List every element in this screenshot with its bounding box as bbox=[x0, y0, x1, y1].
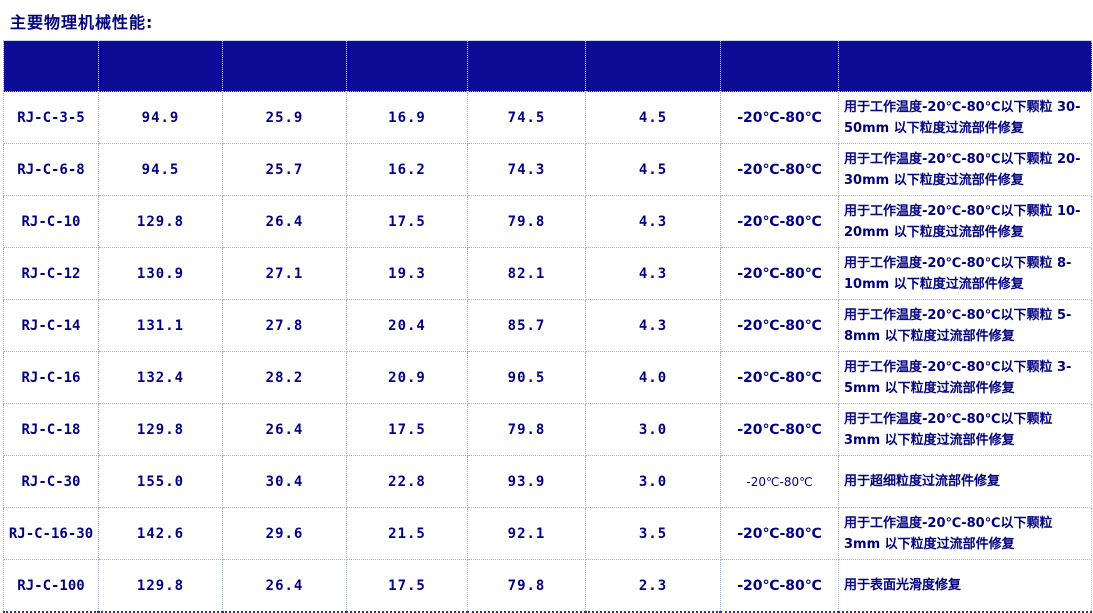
value-cell: 90.5 bbox=[467, 351, 586, 404]
value-cell: 155.0 bbox=[98, 455, 223, 508]
model-cell: RJ-C-14 bbox=[3, 299, 99, 352]
value-cell: 82.1 bbox=[467, 247, 586, 300]
value-cell: 93.9 bbox=[467, 455, 586, 508]
temperature-cell: -20℃-80℃ bbox=[720, 299, 839, 352]
value-cell: 129.8 bbox=[98, 403, 223, 456]
value-cell: 30.4 bbox=[222, 455, 347, 508]
temperature-cell: -20℃-80℃ bbox=[720, 351, 839, 404]
description-cell: 用于工作温度-20℃-80℃以下颗粒 10-20mm 以下粒度过流部件修复 bbox=[838, 195, 1092, 248]
value-cell: 79.8 bbox=[467, 195, 586, 248]
value-cell: 25.9 bbox=[222, 91, 347, 144]
table-row: RJ-C-16 132.4 28.2 20.9 90.5 4.0 -20℃-80℃ 用于工作温… bbox=[3, 351, 1092, 404]
value-cell: 4.0 bbox=[585, 351, 721, 404]
temperature-cell: -20℃-80℃ bbox=[720, 455, 839, 508]
description-cell: 用于工作温度-20℃-80℃以下颗粒 8-10mm 以下粒度过流部件修复 bbox=[838, 247, 1092, 300]
value-cell: 4.5 bbox=[585, 91, 721, 144]
value-cell: 74.3 bbox=[467, 143, 586, 196]
value-cell: 3.0 bbox=[585, 403, 721, 456]
temperature-cell: -20℃-80℃ bbox=[720, 507, 839, 560]
value-cell: 28.2 bbox=[222, 351, 347, 404]
value-cell: 29.6 bbox=[222, 507, 347, 560]
table-row: RJ-C-12 130.9 27.1 19.3 82.1 4.3 -20℃-80℃ 用于工作温… bbox=[3, 247, 1092, 300]
table-row: RJ-C-30 155.0 30.4 22.8 93.9 3.0 -20℃-80℃ 用于超细粒… bbox=[3, 455, 1092, 508]
page-title: 主要物理机械性能: bbox=[10, 13, 154, 32]
model-cell: RJ-C-6-8 bbox=[3, 143, 99, 196]
table-row: RJ-C-16-30 142.6 29.6 21.5 92.1 3.5 -20℃-80℃ 用于… bbox=[3, 507, 1092, 560]
value-cell: 20.4 bbox=[346, 299, 468, 352]
temperature-cell: -20℃-80℃ bbox=[720, 143, 839, 196]
value-cell: 19.3 bbox=[346, 247, 468, 300]
value-cell: 94.5 bbox=[98, 143, 223, 196]
value-cell: 94.9 bbox=[98, 91, 223, 144]
header-cell bbox=[222, 40, 347, 92]
value-cell: 4.3 bbox=[585, 195, 721, 248]
value-cell: 16.9 bbox=[346, 91, 468, 144]
model-cell: RJ-C-10 bbox=[3, 195, 99, 248]
value-cell: 27.1 bbox=[222, 247, 347, 300]
value-cell: 25.7 bbox=[222, 143, 347, 196]
value-cell: 142.6 bbox=[98, 507, 223, 560]
model-cell: RJ-C-16 bbox=[3, 351, 99, 404]
table-row: RJ-C-6-8 94.5 25.7 16.2 74.3 4.5 -20℃-80℃ 用于工作温… bbox=[3, 143, 1092, 196]
value-cell: 131.1 bbox=[98, 299, 223, 352]
value-cell: 3.5 bbox=[585, 507, 721, 560]
header-cell bbox=[467, 40, 586, 92]
header-cell bbox=[838, 40, 1092, 92]
value-cell: 130.9 bbox=[98, 247, 223, 300]
table-header-row bbox=[3, 40, 1092, 92]
value-cell: 27.8 bbox=[222, 299, 347, 352]
value-cell: 17.5 bbox=[346, 195, 468, 248]
properties-table: RJ-C-3-5 94.9 25.9 16.9 74.5 4.5 -20℃-80℃ 用于工作温… bbox=[3, 40, 1092, 613]
value-cell: 22.8 bbox=[346, 455, 468, 508]
model-cell: RJ-C-16-30 bbox=[3, 507, 99, 560]
temperature-cell: -20℃-80℃ bbox=[720, 91, 839, 144]
table-row: RJ-C-18 129.8 26.4 17.5 79.8 3.0 -20℃-80℃ 用于工作温… bbox=[3, 403, 1092, 456]
temperature-cell: -20℃-80℃ bbox=[720, 195, 839, 248]
table-row: RJ-C-3-5 94.9 25.9 16.9 74.5 4.5 -20℃-80℃ 用于工作温… bbox=[3, 91, 1092, 144]
header-cell bbox=[3, 40, 99, 92]
value-cell: 4.5 bbox=[585, 143, 721, 196]
header-cell bbox=[585, 40, 721, 92]
value-cell: 132.4 bbox=[98, 351, 223, 404]
value-cell: 4.3 bbox=[585, 299, 721, 352]
model-cell: RJ-C-30 bbox=[3, 455, 99, 508]
value-cell: 92.1 bbox=[467, 507, 586, 560]
description-cell: 用于工作温度-20℃-80℃以下颗粒 3mm 以下粒度过流部件修复 bbox=[838, 507, 1092, 560]
value-cell: 74.5 bbox=[467, 91, 586, 144]
temperature-cell: -20℃-80℃ bbox=[720, 247, 839, 300]
value-cell: 20.9 bbox=[346, 351, 468, 404]
model-cell: RJ-C-3-5 bbox=[3, 91, 99, 144]
description-cell: 用于超细粒度过流部件修复 bbox=[838, 455, 1092, 508]
model-cell: RJ-C-18 bbox=[3, 403, 99, 456]
header-cell bbox=[346, 40, 468, 92]
description-cell: 用于工作温度-20℃-80℃以下颗粒 3-5mm 以下粒度过流部件修复 bbox=[838, 351, 1092, 404]
model-cell: RJ-C-12 bbox=[3, 247, 99, 300]
header-cell bbox=[720, 40, 839, 92]
value-cell: 129.8 bbox=[98, 195, 223, 248]
description-cell: 用于工作温度-20℃-80℃以下颗粒 3mm 以下粒度过流部件修复 bbox=[838, 403, 1092, 456]
value-cell: 85.7 bbox=[467, 299, 586, 352]
temperature-cell: -20℃-80℃ bbox=[720, 403, 839, 456]
value-cell: 16.2 bbox=[346, 143, 468, 196]
header-cell bbox=[98, 40, 223, 92]
description-cell: 用于工作温度-20℃-80℃以下颗粒 20-30mm 以下粒度过流部件修复 bbox=[838, 143, 1092, 196]
value-cell: 79.8 bbox=[467, 403, 586, 456]
value-cell: 26.4 bbox=[222, 195, 347, 248]
value-cell: 4.3 bbox=[585, 247, 721, 300]
value-cell: 17.5 bbox=[346, 403, 468, 456]
description-cell: 用于工作温度-20℃-80℃以下颗粒 30-50mm 以下粒度过流部件修复 bbox=[838, 91, 1092, 144]
table-row: RJ-C-14 131.1 27.8 20.4 85.7 4.3 -20℃-80℃ 用于工作温… bbox=[3, 299, 1092, 352]
description-cell: 用于工作温度-20℃-80℃以下颗粒 5-8mm 以下粒度过流部件修复 bbox=[838, 299, 1092, 352]
value-cell: 26.4 bbox=[222, 403, 347, 456]
table-row: RJ-C-10 129.8 26.4 17.5 79.8 4.3 -20℃-80℃ 用于工作温… bbox=[3, 195, 1092, 248]
value-cell: 3.0 bbox=[585, 455, 721, 508]
value-cell: 21.5 bbox=[346, 507, 468, 560]
